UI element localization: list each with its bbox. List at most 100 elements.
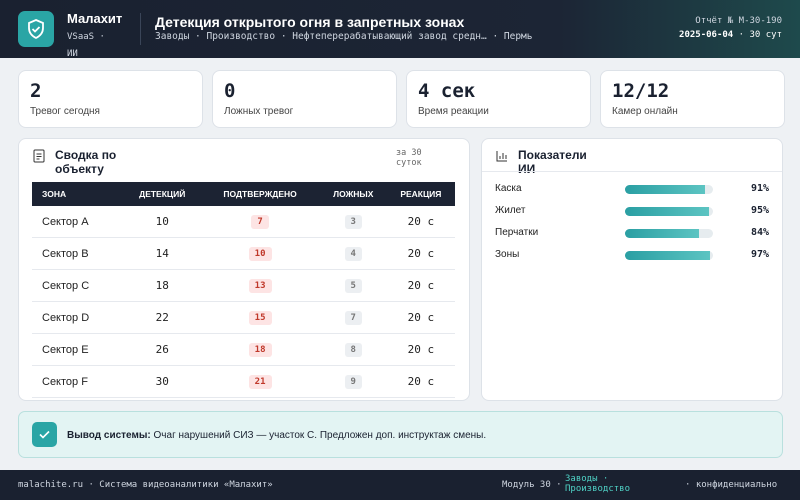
confirmed-pill: 13 [248, 278, 272, 293]
false-pill: 8 [344, 342, 362, 357]
report-date: 2025-06-04 · 30 сут [672, 30, 782, 40]
metric-track [625, 229, 713, 238]
card-title: Показатели ИИ [518, 148, 587, 176]
metric-name: Жилет [495, 205, 526, 216]
cell-text: Сектор E [42, 343, 89, 356]
table-row: Сектор E 26 18 8 20 с [32, 333, 455, 366]
table-row: Сектор D 22 15 7 20 с [32, 301, 455, 334]
column-header: ЛОЖНЫХ [319, 182, 387, 206]
table-cell: 10 [124, 206, 201, 238]
table-cell: 18 [200, 333, 320, 366]
table-cell: 21 [200, 365, 320, 398]
confirmed-pill: 18 [248, 342, 272, 357]
metric-name: Каска [495, 183, 522, 194]
table-cell: 20 с [386, 206, 455, 238]
cell-text: 26 [155, 343, 169, 356]
table-row: Сектор A 10 7 3 20 с [32, 206, 455, 238]
confirmed-pill: 7 [251, 214, 269, 229]
alert-icon [32, 422, 57, 447]
metric-bar [625, 251, 711, 260]
metric-track [625, 251, 713, 260]
header: Малахит VSaaS · ИИ Детекция открытого ог… [0, 0, 800, 59]
table-cell: 7 [319, 301, 387, 334]
cell-text: 10 [155, 215, 169, 228]
column-header: РЕАКЦИЯ [386, 182, 455, 206]
table-cell: 10 [200, 237, 320, 270]
table-cell: 8 [319, 333, 387, 366]
page-title: Детекция открытого огня в запретных зона… [155, 14, 465, 30]
kpi-value: 2 [30, 80, 42, 102]
table-cell: Сектор D [32, 301, 125, 334]
table-cell: 20 с [386, 301, 455, 334]
confirmed-pill: 15 [248, 310, 272, 325]
cell-text: 22 [155, 311, 169, 324]
footer-left: malachite.ru · Система видеоаналитики «М… [18, 480, 273, 490]
table-cell: Сектор E [32, 333, 125, 366]
metric-track [625, 185, 713, 194]
alert-text: Вывод системы: Очаг нарушений СИЗ — учас… [67, 429, 487, 442]
table-cell: 18 [124, 269, 201, 302]
period: · 30 сут [738, 30, 782, 40]
brand: Малахит [67, 11, 123, 26]
logo-icon [28, 19, 44, 40]
brand-sub: ИИ [67, 49, 78, 59]
table-cell: 20 с [386, 269, 455, 302]
confirmed-pill: 21 [248, 374, 272, 389]
metric-name: Перчатки [495, 227, 539, 238]
summary-table: ЗОНА ДЕТЕКЦИЙ ПОДТВЕРЖДЕНО ЛОЖНЫХ РЕАКЦИЯ Сек… [32, 182, 455, 398]
table-cell: 14 [124, 237, 201, 270]
metric-track [625, 207, 713, 216]
table-cell: 5 [319, 269, 387, 302]
confirmed-pill: 10 [248, 246, 272, 261]
cell-text: Сектор B [42, 247, 89, 260]
logo [18, 11, 54, 47]
brand-sub: VSaaS · [67, 32, 105, 42]
table-body: Сектор A 10 7 3 20 с Сектор B 14 10 4 20 с Сектор … [32, 206, 455, 398]
summary-card: Сводка по объекту за 30 суток ЗОНА ДЕТЕКЦ… [18, 138, 470, 401]
metric-value: 95% [750, 205, 769, 216]
kpi-label: Тревог сегодня [30, 106, 100, 117]
metric-bar [625, 207, 709, 216]
table-cell: Сектор C [32, 269, 125, 302]
alert-body: Очаг нарушений СИЗ — участок С. Предложе… [153, 430, 487, 441]
chart-icon [496, 151, 507, 162]
metric-name: Зоны [495, 249, 520, 260]
alert: Вывод системы: Очаг нарушений СИЗ — учас… [18, 411, 783, 458]
card-period: за 30 суток [396, 148, 422, 168]
kpi-card: 12/12 Камер онлайн [600, 70, 785, 128]
kpi-label: Камер онлайн [612, 106, 678, 117]
table-cell: 20 с [386, 237, 455, 270]
report-id: Отчёт № M-30-190 [695, 16, 782, 26]
kpi-value: 0 [224, 80, 236, 102]
divider [140, 13, 141, 45]
metric-bar [625, 229, 699, 238]
column-header: ПОДТВЕРЖДЕНО [200, 182, 320, 206]
cell-text: 14 [155, 247, 169, 260]
kpi-card: 2 Тревог сегодня [18, 70, 203, 128]
breadcrumb: Заводы · Производство · Нефтеперерабатыв… [155, 31, 533, 42]
cell-text: 20 с [407, 215, 435, 228]
cell-text: 20 с [407, 343, 435, 356]
cell-text: 18 [155, 279, 169, 292]
kpi-label: Ложных тревог [224, 106, 294, 117]
footer-path: Заводы · Производство [565, 474, 631, 494]
table-cell: 26 [124, 333, 201, 366]
date: 2025-06-04 [679, 30, 734, 40]
table-row: Сектор B 14 10 4 20 с [32, 237, 455, 270]
kpi-card: 0 Ложных тревог [212, 70, 397, 128]
cell-text: Сектор F [42, 375, 88, 388]
table-row: Сектор C 18 13 5 20 с [32, 269, 455, 302]
kpi-value: 12/12 [612, 80, 670, 102]
table-cell: 15 [200, 301, 320, 334]
footer: malachite.ru · Система видеоаналитики «М… [0, 470, 800, 500]
column-header: ДЕТЕКЦИЙ [124, 182, 201, 206]
table-cell: 30 [124, 365, 201, 398]
table-cell: 9 [319, 365, 387, 398]
cell-text: 20 с [407, 279, 435, 292]
table-cell: Сектор B [32, 237, 125, 270]
card-title: Сводка по объекту [55, 148, 117, 176]
footer-right: · конфиденциально [685, 480, 778, 490]
table-cell: Сектор F [32, 365, 125, 398]
table-cell: 13 [200, 269, 320, 302]
